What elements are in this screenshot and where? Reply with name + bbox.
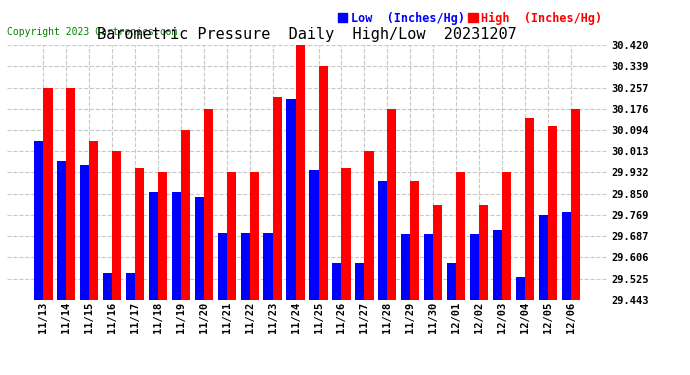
Bar xyxy=(319,66,328,375)
Bar xyxy=(66,87,75,375)
Bar xyxy=(204,109,213,375)
Bar xyxy=(126,273,135,375)
Bar xyxy=(80,165,89,375)
Bar xyxy=(333,264,342,375)
Bar xyxy=(43,87,52,375)
Bar xyxy=(273,97,282,375)
Bar xyxy=(181,130,190,375)
Bar xyxy=(433,205,442,375)
Bar xyxy=(89,141,99,375)
Bar xyxy=(195,197,204,375)
Bar xyxy=(264,233,273,375)
Bar xyxy=(502,172,511,375)
Bar xyxy=(112,151,121,375)
Bar xyxy=(227,172,236,375)
Bar xyxy=(378,181,387,375)
Bar xyxy=(364,151,373,375)
Title: Barometric Pressure  Daily  High/Low  20231207: Barometric Pressure Daily High/Low 20231… xyxy=(97,27,517,42)
Legend: Low  (Inches/Hg), High  (Inches/Hg): Low (Inches/Hg), High (Inches/Hg) xyxy=(333,7,607,29)
Bar xyxy=(241,233,250,375)
Text: Copyright 2023 Cartronics.com: Copyright 2023 Cartronics.com xyxy=(7,27,177,37)
Bar xyxy=(562,212,571,375)
Bar xyxy=(103,273,112,375)
Bar xyxy=(250,172,259,375)
Bar xyxy=(355,264,364,375)
Bar xyxy=(539,214,548,375)
Bar xyxy=(57,161,66,375)
Bar xyxy=(286,99,295,375)
Bar xyxy=(424,234,433,375)
Bar xyxy=(456,172,465,375)
Bar xyxy=(447,264,456,375)
Bar xyxy=(401,234,411,375)
Bar xyxy=(411,181,420,375)
Bar xyxy=(295,45,305,375)
Bar xyxy=(342,168,351,375)
Bar xyxy=(515,277,525,375)
Bar xyxy=(571,109,580,375)
Bar xyxy=(172,192,181,375)
Bar xyxy=(309,170,319,375)
Bar xyxy=(479,205,489,375)
Bar xyxy=(470,234,479,375)
Bar xyxy=(135,168,144,375)
Bar xyxy=(493,230,502,375)
Bar xyxy=(149,192,158,375)
Bar xyxy=(34,141,43,375)
Bar xyxy=(217,233,227,375)
Bar xyxy=(548,126,557,375)
Bar xyxy=(158,172,167,375)
Bar xyxy=(525,118,534,375)
Bar xyxy=(387,109,397,375)
